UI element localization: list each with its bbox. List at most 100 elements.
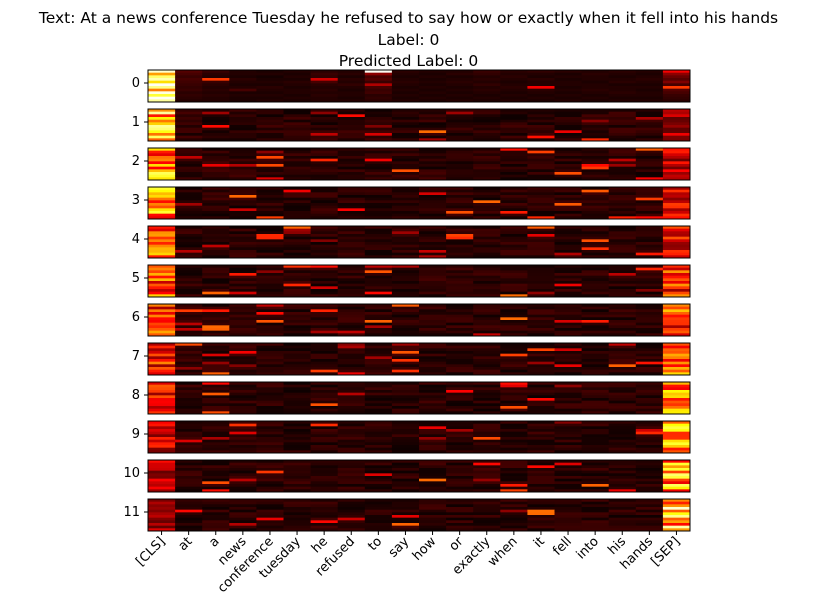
heat-cell: [364, 291, 393, 295]
heat-cell: [391, 439, 420, 443]
heat-cell: [175, 244, 203, 248]
heat-cell: [202, 317, 230, 321]
heat-cell: [310, 437, 339, 441]
heat-cell: [581, 267, 610, 271]
heat-cell: [148, 369, 176, 373]
heat-cell: [662, 501, 691, 505]
heat-cell: [419, 309, 447, 313]
heat-cell: [473, 99, 501, 103]
heat-cell: [500, 203, 528, 207]
heat-cell: [527, 333, 555, 337]
heat-cell: [473, 314, 501, 318]
heat-cell: [391, 283, 420, 287]
heat-cell: [500, 270, 528, 274]
heat-cell: [364, 398, 393, 402]
heat-cell: [148, 437, 176, 441]
heat-cell: [554, 208, 582, 212]
heat-cell: [229, 431, 257, 435]
heat-cell: [608, 322, 637, 326]
heat-cell: [527, 330, 555, 334]
heat-cell: [500, 174, 528, 178]
heat-cell: [500, 512, 528, 516]
heat-cell: [581, 325, 610, 329]
heat-cell: [500, 148, 528, 152]
layer-label: 11: [123, 505, 140, 520]
heat-cell: [581, 431, 610, 435]
heat-cell: [419, 486, 447, 490]
heat-cell: [283, 525, 311, 529]
heat-cell: [175, 166, 203, 170]
heat-cell: [148, 403, 176, 407]
heat-cell: [283, 364, 311, 368]
heat-cell: [527, 320, 555, 324]
heat-cell: [310, 138, 339, 142]
heat-cell: [229, 291, 257, 295]
heat-cell: [473, 291, 501, 295]
heat-cell: [229, 353, 257, 357]
heat-cell: [202, 369, 230, 373]
heat-cell: [527, 356, 555, 360]
heat-cell: [554, 265, 582, 269]
heat-cell: [364, 109, 393, 113]
heat-cell: [500, 364, 528, 368]
heat-cell: [202, 426, 230, 430]
heat-cell: [608, 200, 637, 204]
heat-cell: [148, 291, 176, 295]
heat-cell: [446, 439, 474, 443]
heat-cell: [446, 161, 474, 165]
heat-cell: [391, 408, 420, 412]
heat-cell: [175, 111, 203, 115]
heat-cell: [581, 96, 610, 100]
heat-cell: [581, 239, 610, 243]
heat-cell: [662, 320, 691, 324]
heat-cell: [554, 109, 582, 113]
heat-cell: [229, 239, 257, 243]
heat-cell: [229, 423, 257, 427]
heat-cell: [608, 437, 637, 441]
heat-cell: [608, 520, 637, 524]
heat-cell: [554, 78, 582, 82]
heat-cell: [391, 174, 420, 178]
heat-cell: [256, 390, 284, 394]
heat-cell: [310, 244, 339, 248]
heat-cell: [391, 499, 420, 503]
heat-cell: [500, 70, 528, 74]
heat-cell: [229, 156, 257, 160]
heat-cell: [148, 94, 176, 98]
heat-cell: [337, 509, 366, 513]
heat-cell: [500, 252, 528, 256]
heat-cell: [337, 117, 366, 121]
heat-cell: [283, 281, 311, 285]
heat-cell: [446, 426, 474, 430]
heat-cell: [337, 250, 366, 254]
heat-cell: [419, 148, 447, 152]
heat-cell: [337, 460, 366, 464]
heat-cell: [364, 200, 393, 204]
heat-cell: [310, 515, 339, 519]
heat-cell: [446, 382, 474, 386]
heat-cell: [554, 359, 582, 363]
heat-cell: [554, 72, 582, 76]
heat-cell: [527, 291, 555, 295]
heat-cell: [662, 244, 691, 248]
heat-cell: [473, 445, 501, 449]
heat-cell: [635, 525, 664, 529]
heat-cell: [581, 80, 610, 84]
heat-cell: [473, 442, 501, 446]
heat-cell: [635, 382, 664, 386]
heat-cell: [229, 528, 257, 532]
heat-cell: [662, 437, 691, 441]
heat-cell: [446, 367, 474, 371]
heat-cell: [608, 75, 637, 79]
heat-cell: [527, 231, 555, 235]
heat-cell: [635, 99, 664, 103]
heat-cell: [364, 478, 393, 482]
heat-cell: [527, 195, 555, 199]
heat-cell: [608, 431, 637, 435]
heat-cell: [527, 122, 555, 126]
heat-cell: [527, 153, 555, 157]
heat-cell: [554, 275, 582, 279]
heat-cell: [256, 189, 284, 193]
heat-cell: [229, 384, 257, 388]
heat-cell: [175, 130, 203, 134]
